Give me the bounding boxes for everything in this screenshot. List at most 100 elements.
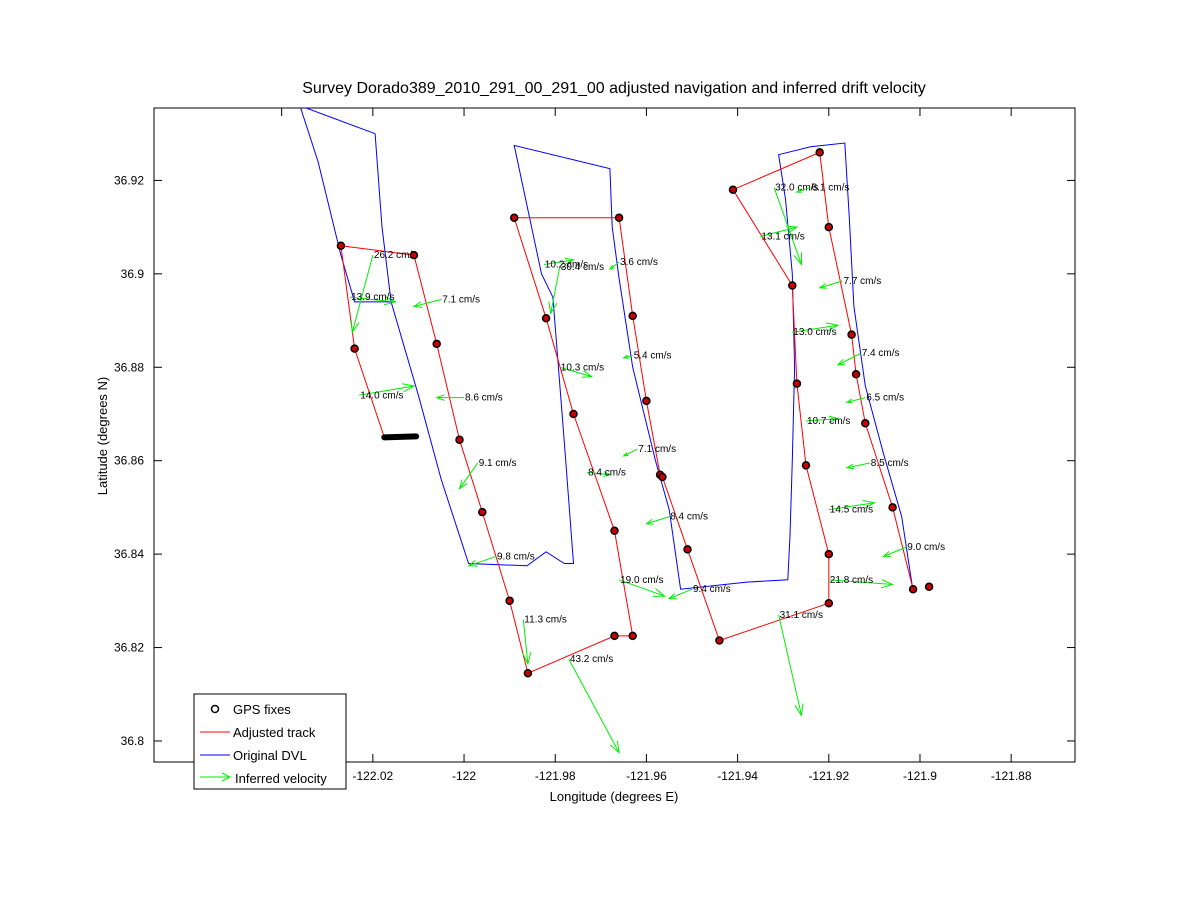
legend-label-dvl: Original DVL [233, 748, 307, 763]
legend-label-adjusted: Adjusted track [233, 725, 316, 740]
x-tick-label: -122.02 [352, 769, 393, 783]
velocity-vector: 11.3 cm/s [522, 615, 567, 666]
velocity-arrow-head [548, 301, 558, 315]
velocity-label: 3.6 cm/s [620, 257, 658, 268]
gps-fix-marker [432, 339, 441, 349]
gps-fix-marker [861, 419, 870, 428]
velocity-vector: 7.1 cm/s [622, 444, 676, 457]
velocity-arrow-shaft [796, 186, 811, 193]
velocity-arrow-shaft [846, 397, 866, 403]
gps-fix-marker [610, 526, 619, 536]
gps-fix-marker [801, 461, 811, 470]
gps-fix-marker [409, 250, 419, 260]
velocity-label: 10.3 cm/s [561, 362, 604, 373]
y-tick-label: 36.9 [121, 267, 145, 281]
gps-fix-marker [569, 409, 578, 419]
y-axis-label: Latitude (degrees N) [95, 377, 110, 496]
velocity-arrow-shaft [459, 462, 479, 490]
velocity-arrow-head [645, 519, 654, 525]
velocity-arrow-shaft [587, 471, 610, 476]
velocity-arrow-head [828, 415, 840, 424]
velocity-arrow-shaft [359, 385, 414, 396]
velocity-arrow-shaft [778, 614, 802, 716]
velocity-arrow-head [836, 358, 846, 366]
y-tick-label: 36.88 [114, 360, 144, 374]
velocity-label: 7.7 cm/s [844, 276, 882, 287]
velocity-vector: 26.2 cm/s [350, 250, 417, 334]
gps-fix-marker [851, 370, 861, 379]
chart-title: Survey Dorado389_2010_291_00_291_00 adju… [302, 80, 926, 97]
velocity-label: 14.5 cm/s [830, 505, 873, 516]
velocity-vector: 30.4 cm/s [548, 262, 604, 315]
velocity-arrow-shaft [828, 502, 875, 511]
gps-fix-marker [509, 213, 519, 223]
velocity-vector: 7.7 cm/s [818, 276, 882, 289]
x-axis-label: Longitude (degrees E) [550, 789, 679, 804]
velocity-arrow-shaft [351, 255, 374, 333]
velocity-arrow-shaft [646, 516, 670, 525]
velocity-vector: 21.8 cm/s [828, 575, 895, 589]
velocity-arrow-shaft [792, 324, 838, 333]
x-tick-label: -121.94 [717, 769, 758, 783]
velocity-label: 10.2 cm/s [545, 260, 588, 271]
velocity-label: 5.4 cm/s [634, 351, 672, 362]
x-tick-label: -121.92 [808, 769, 849, 783]
velocity-arrow-head [383, 296, 398, 306]
legend-gps-marker [210, 704, 220, 714]
velocity-label: 32.0 cm/s [775, 182, 818, 193]
gps-fix-marker [523, 668, 533, 678]
velocity-arrow-shaft [760, 226, 798, 237]
y-tick-label: 36.8 [121, 734, 145, 748]
velocity-arrow-head [795, 188, 802, 193]
velocity-arrow-head [581, 370, 594, 378]
gps-fix-marker [847, 330, 856, 339]
gps-fix-marker [614, 213, 624, 223]
velocity-arrow-head [845, 463, 854, 470]
y-tick-label: 36.86 [114, 454, 144, 468]
velocity-arrow-head [350, 320, 360, 334]
velocity-arrow-head [785, 225, 799, 234]
velocity-label: 30.4 cm/s [561, 262, 604, 273]
gps-fix-marker [824, 598, 834, 608]
velocity-arrow-shaft [623, 355, 633, 359]
velocity-arrow-head [467, 560, 478, 567]
velocity-arrow-head [652, 588, 667, 597]
gps-fix-marker [815, 148, 824, 157]
velocity-label: 6.5 cm/s [866, 393, 904, 404]
velocity-label: 21.8 cm/s [830, 575, 873, 586]
gps-fix-marker [683, 545, 692, 554]
velocity-vector: 6.5 cm/s [845, 393, 904, 404]
gps-fix-marker [541, 313, 551, 323]
velocity-arrow-shaft [568, 658, 620, 753]
y-tick-label: 36.92 [114, 173, 144, 187]
gps-fix-marker [336, 241, 346, 251]
gps-fix-marker [642, 396, 651, 406]
gps-fix-marker [888, 503, 897, 512]
velocity-vector-layer: 26.2 cm/s 13.9 cm/s 7.1 cm/s 14.0 cm/s 8.6 c… [350, 182, 945, 754]
gps-fix-marker [924, 582, 934, 592]
legend-velocity-arrowhead [221, 772, 232, 782]
velocity-arrow-head [862, 499, 876, 509]
velocity-label: 9.0 cm/s [907, 542, 945, 553]
gps-fix-marker [824, 222, 834, 232]
gps-fix-marker [824, 549, 834, 559]
velocity-arrow-shaft [350, 296, 396, 303]
velocity-vector: 8.5 cm/s [845, 458, 909, 470]
velocity-arrow-shaft [623, 448, 638, 457]
gps-fix-marker [478, 507, 487, 517]
velocity-arrow-shaft [805, 418, 838, 422]
velocity-arrow-shaft [609, 261, 620, 270]
velocity-arrow-shaft [618, 579, 665, 597]
gps-fix-marker [658, 472, 667, 482]
legend-box [193, 693, 347, 790]
y-tick-label: 36.82 [114, 641, 144, 655]
velocity-vector: 13.1 cm/s [760, 225, 805, 243]
velocity-label: 43.2 cm/s [570, 654, 613, 665]
velocity-vector: 13.0 cm/s [792, 322, 840, 338]
legend: GPS fixes Adjusted track Original DVL In… [193, 693, 347, 790]
velocity-label: 10.7 cm/s [807, 416, 850, 427]
velocity-arrow-shaft [883, 546, 907, 557]
gps-fix-marker [455, 435, 464, 444]
velocity-vector: 6.1 cm/s [795, 182, 849, 193]
